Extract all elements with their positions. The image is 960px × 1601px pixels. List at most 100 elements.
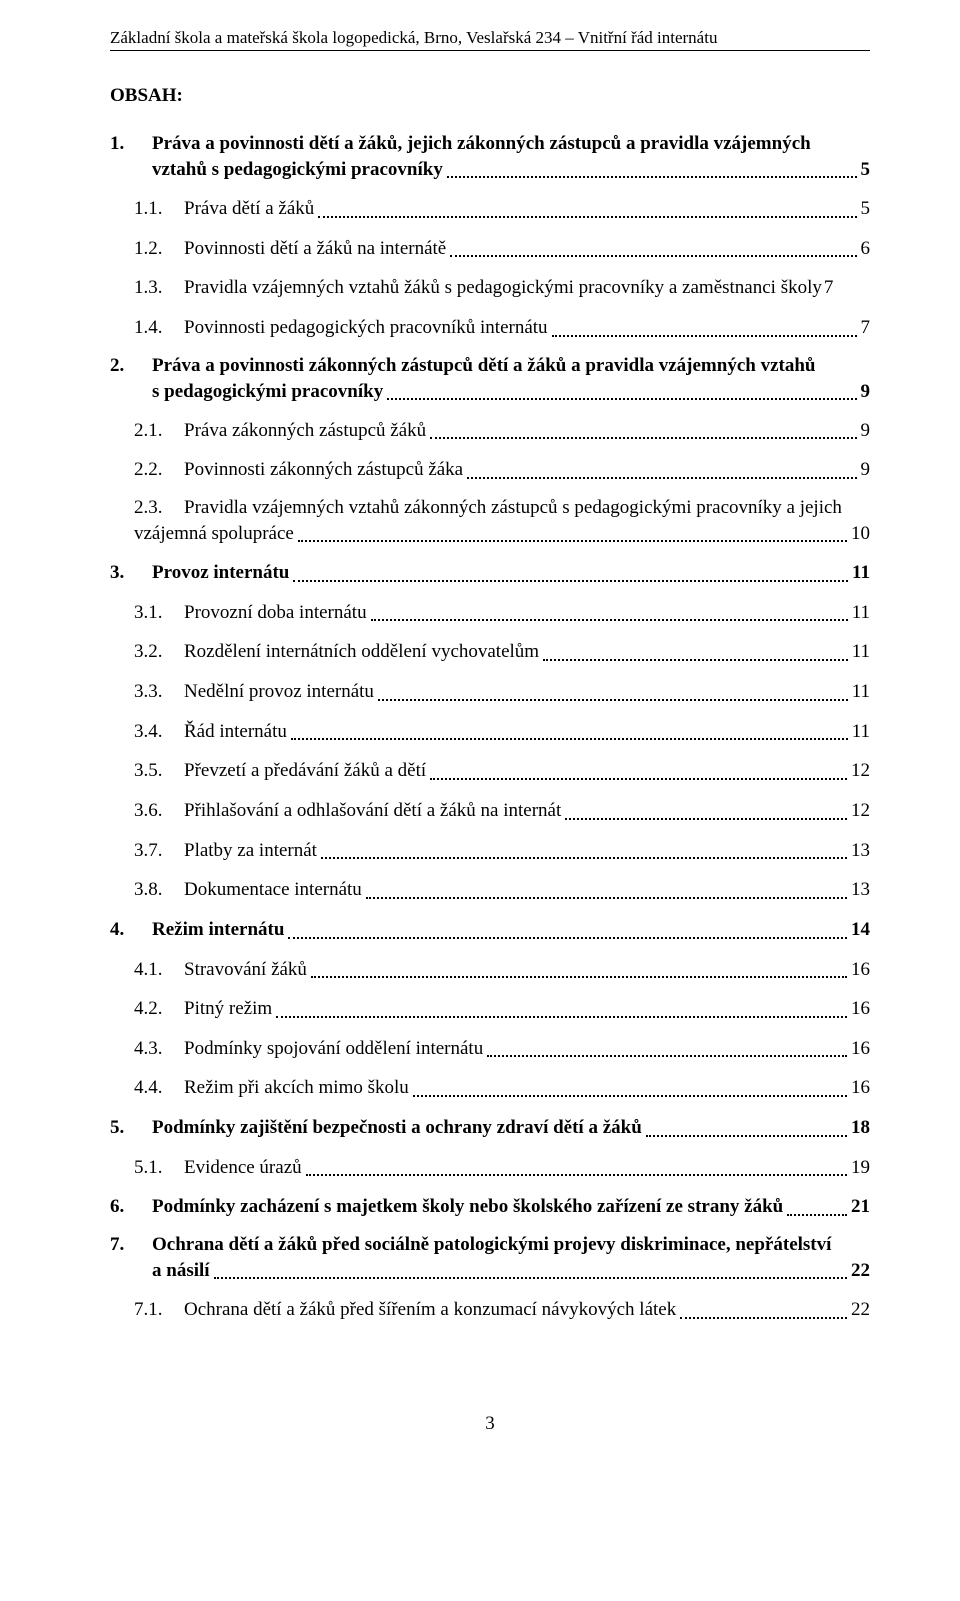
- toc-leader: [467, 460, 856, 479]
- toc-entry-3-5: 3.5. Převzetí a předávání žáků a dětí 12: [134, 758, 870, 784]
- toc-leader: [430, 420, 856, 439]
- toc-entry-3-8: 3.8. Dokumentace internátu 13: [134, 877, 870, 903]
- toc-text: Přihlašování a odhlašování dětí a žáků n…: [184, 798, 561, 824]
- toc-num: 4.2.: [134, 996, 176, 1022]
- toc-leader: [311, 959, 847, 978]
- toc-text: Povinnosti dětí a žáků na internátě: [184, 236, 446, 262]
- page-number: 3: [110, 1413, 870, 1435]
- toc-heading: OBSAH:: [110, 85, 870, 107]
- toc-page: 12: [851, 798, 870, 824]
- toc-page: 22: [851, 1260, 870, 1282]
- toc-entry-3-4: 3.4. Řád internátu 11: [134, 719, 870, 745]
- toc-leader: [378, 682, 848, 701]
- toc-num: 3.6.: [134, 798, 176, 824]
- toc-text: Rozdělení internátních oddělení vychovat…: [184, 639, 539, 665]
- toc-page: 5: [861, 196, 871, 222]
- toc-text: Převzetí a předávání žáků a dětí: [184, 758, 426, 784]
- toc-text: Provoz internátu: [152, 560, 289, 586]
- toc-text: Práva a povinnosti dětí a žáků, jejich z…: [152, 133, 870, 155]
- toc-text: Evidence úrazů: [184, 1155, 302, 1181]
- toc-page: 16: [851, 996, 870, 1022]
- toc-entry-2-3: 2.3. Pravidla vzájemných vztahů zákonnýc…: [134, 497, 870, 546]
- toc-num: 1.1.: [134, 196, 176, 222]
- toc-num: 3.3.: [134, 679, 176, 705]
- toc-page: 11: [852, 600, 870, 626]
- toc-page: 12: [851, 758, 870, 784]
- toc-num: 4.1.: [134, 957, 176, 983]
- toc-page: 11: [852, 679, 870, 705]
- toc-text: Nedělní provoz internátu: [184, 679, 374, 705]
- toc-text: Podmínky zajištění bezpečnosti a ochrany…: [152, 1115, 642, 1141]
- toc-leader: [787, 1197, 847, 1216]
- toc-page: 11: [852, 560, 870, 586]
- toc-leader: [366, 880, 847, 899]
- toc-page: 13: [851, 838, 870, 864]
- toc-leader: [450, 238, 856, 257]
- toc-num: 3.: [110, 560, 144, 586]
- toc-num: 3.5.: [134, 758, 176, 784]
- page-header: Základní škola a mateřská škola logopedi…: [110, 28, 870, 51]
- toc-text: Práva dětí a žáků: [184, 196, 314, 222]
- toc-leader: [276, 999, 847, 1018]
- toc-entry-2-1: 2.1. Práva zákonných zástupců žáků 9: [134, 418, 870, 444]
- toc-entry-4: 4. Režim internátu 14: [110, 917, 870, 943]
- toc-text: Pitný režim: [184, 996, 272, 1022]
- toc-entry-1-4: 1.4. Povinnosti pedagogických pracovníků…: [134, 315, 870, 341]
- toc-num: 5.1.: [134, 1155, 176, 1181]
- toc-text: Režim internátu: [152, 917, 284, 943]
- toc-page: 9: [861, 457, 871, 483]
- toc-text: Stravování žáků: [184, 957, 307, 983]
- toc-leader: [646, 1118, 847, 1137]
- toc-text: vztahů s pedagogickými pracovníky: [152, 159, 443, 181]
- toc-page: 16: [851, 1036, 870, 1062]
- toc-leader: [318, 199, 856, 218]
- toc-num: 1.3.: [134, 275, 176, 301]
- toc-num: 2.2.: [134, 457, 176, 483]
- toc-entry-1-3: 1.3. Pravidla vzájemných vztahů žáků s p…: [134, 275, 870, 301]
- toc-entry-7-1: 7.1. Ochrana dětí a žáků před šířením a …: [134, 1297, 870, 1323]
- toc-text: Dokumentace internátu: [184, 877, 362, 903]
- toc-page: 14: [851, 917, 870, 943]
- toc-num: 2.3.: [134, 497, 176, 519]
- toc-leader: [298, 523, 847, 542]
- toc-page: 5: [861, 159, 871, 181]
- toc-text: Práva a povinnosti zákonných zástupců dě…: [152, 355, 870, 377]
- toc-text: Ochrana dětí a žáků před šířením a konzu…: [184, 1297, 676, 1323]
- toc-entry-3-7: 3.7. Platby za internát 13: [134, 838, 870, 864]
- toc-num: 7.1.: [134, 1297, 176, 1323]
- toc-page: 9: [861, 418, 871, 444]
- toc-leader: [291, 721, 848, 740]
- toc-entry-3-3: 3.3. Nedělní provoz internátu 11: [134, 679, 870, 705]
- toc-text: Provozní doba internátu: [184, 600, 367, 626]
- toc-num: 3.8.: [134, 877, 176, 903]
- toc-leader: [371, 602, 848, 621]
- toc-leader: [487, 1038, 847, 1057]
- toc-num: 2.1.: [134, 418, 176, 444]
- toc-page: 16: [851, 957, 870, 983]
- toc-entry-7: 7. Ochrana dětí a žáků před sociálně pat…: [110, 1234, 870, 1283]
- toc-leader: [387, 381, 856, 400]
- toc-page: 11: [852, 719, 870, 745]
- toc-text: Pravidla vzájemných vztahů zákonných zás…: [184, 497, 870, 519]
- toc-text: Pravidla vzájemných vztahů žáků s pedago…: [184, 275, 822, 301]
- toc-leader: [430, 761, 847, 780]
- toc-num: 3.2.: [134, 639, 176, 665]
- toc-entry-4-3: 4.3. Podmínky spojování oddělení interná…: [134, 1036, 870, 1062]
- toc-text: Režim při akcích mimo školu: [184, 1075, 409, 1101]
- toc-text: vzájemná spolupráce: [134, 523, 294, 545]
- toc-page: 16: [851, 1075, 870, 1101]
- toc-page: 21: [851, 1194, 870, 1220]
- toc-entry-1-1: 1.1. Práva dětí a žáků 5: [134, 196, 870, 222]
- toc-num: 2.: [110, 355, 144, 377]
- toc-entry-5-1: 5.1. Evidence úrazů 19: [134, 1155, 870, 1181]
- toc-page: 11: [852, 639, 870, 665]
- toc-entry-4-4: 4.4. Režim při akcích mimo školu 16: [134, 1075, 870, 1101]
- toc-num: 5.: [110, 1115, 144, 1141]
- toc-text: Řád internátu: [184, 719, 287, 745]
- toc-num: 4.4.: [134, 1075, 176, 1101]
- toc-num: 4.3.: [134, 1036, 176, 1062]
- toc-leader: [293, 563, 848, 582]
- toc-text: Podmínky zacházení s majetkem školy nebo…: [152, 1194, 783, 1220]
- toc-leader: [321, 840, 847, 859]
- toc-entry-6: 6. Podmínky zacházení s majetkem školy n…: [110, 1194, 870, 1220]
